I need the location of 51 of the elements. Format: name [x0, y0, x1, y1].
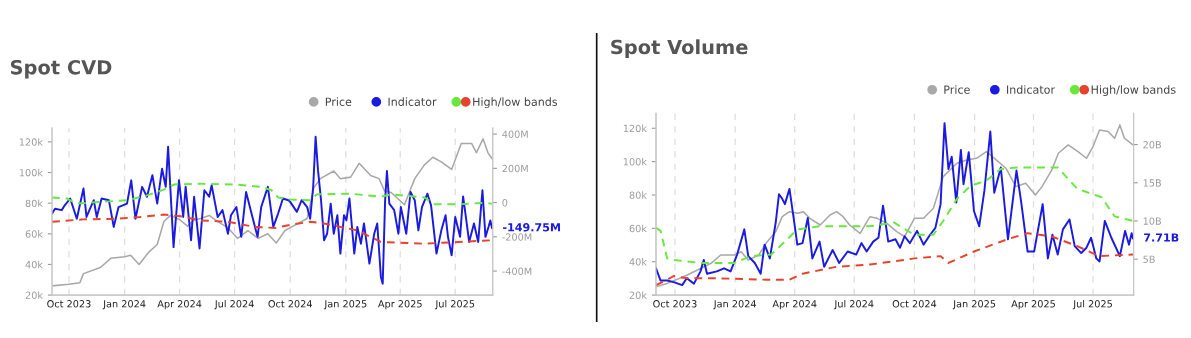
y-tick-label: 40k [25, 260, 43, 269]
y-tick-label: 80k [629, 191, 647, 199]
x-tick-label: Oct 2023 [653, 300, 697, 308]
x-tick-label: Apr 2024 [772, 300, 817, 310]
y-tick-label: 20k [25, 291, 43, 299]
legend-label: Price [944, 85, 970, 94]
legend-label: High/low bands [473, 97, 558, 109]
legend-label: Price [325, 97, 352, 106]
y2-tick-label: -400M [502, 267, 532, 275]
x-tick-label: Jul 2024 [214, 299, 254, 310]
y-tick-label: 120k [19, 138, 43, 146]
x-tick-label: Jan 2024 [102, 300, 146, 310]
y-tick-label: 120k [623, 124, 647, 133]
legend-label: Indicator [388, 97, 437, 106]
x-tick-label: Jul 2025 [434, 299, 475, 310]
x-tick-label: Apr 2024 [157, 300, 202, 310]
y2-tick-label: 10B [1143, 217, 1161, 225]
x-tick-label: Jan 2025 [323, 300, 367, 310]
text: -149.75M [503, 223, 560, 232]
y-tick-label: 60k [25, 230, 43, 238]
y2-tick-label: 400M [502, 130, 528, 138]
y-tick-label: 100k [19, 168, 43, 177]
x-tick-label: Apr 2025 [1011, 300, 1055, 310]
x-tick-label: Jan 2025 [952, 300, 996, 310]
line-series [52, 213, 493, 245]
text: 7.71B [1144, 233, 1179, 242]
y2-tick-label: 200M [502, 164, 528, 173]
y2-tick-label: -200M [502, 233, 532, 241]
y-tick-label: 20k [629, 291, 647, 299]
line-series [656, 232, 1134, 287]
y2-tick-label: 15B [1143, 179, 1161, 187]
x-tick-label: Jul 2025 [1072, 299, 1112, 310]
x-tick-label: Oct 2024 [892, 300, 937, 308]
x-tick-label: Oct 2023 [47, 300, 91, 308]
x-tick-label: Oct 2024 [268, 300, 312, 308]
chart-title: Spot CVD [10, 59, 112, 79]
y2-tick-label: 20B [1143, 141, 1161, 149]
line-series [656, 166, 1134, 264]
y-tick-label: 80k [25, 199, 43, 207]
x-tick-label: Jul 2024 [833, 299, 874, 310]
y-tick-label: 60k [629, 224, 647, 233]
x-tick-label: Jan 2024 [713, 300, 757, 310]
legend-label: High/low bands [1091, 85, 1176, 96]
y2-tick-label: 5B [1143, 255, 1155, 263]
legend-label: Indicator [1007, 85, 1056, 94]
x-tick-label: Apr 2025 [377, 300, 422, 310]
y2-tick-label: 0 [502, 199, 508, 207]
y-tick-label: 100k [623, 157, 647, 166]
y-tick-label: 40k [629, 258, 647, 266]
line-series [52, 182, 493, 206]
chart-title: Spot Volume [611, 39, 748, 59]
